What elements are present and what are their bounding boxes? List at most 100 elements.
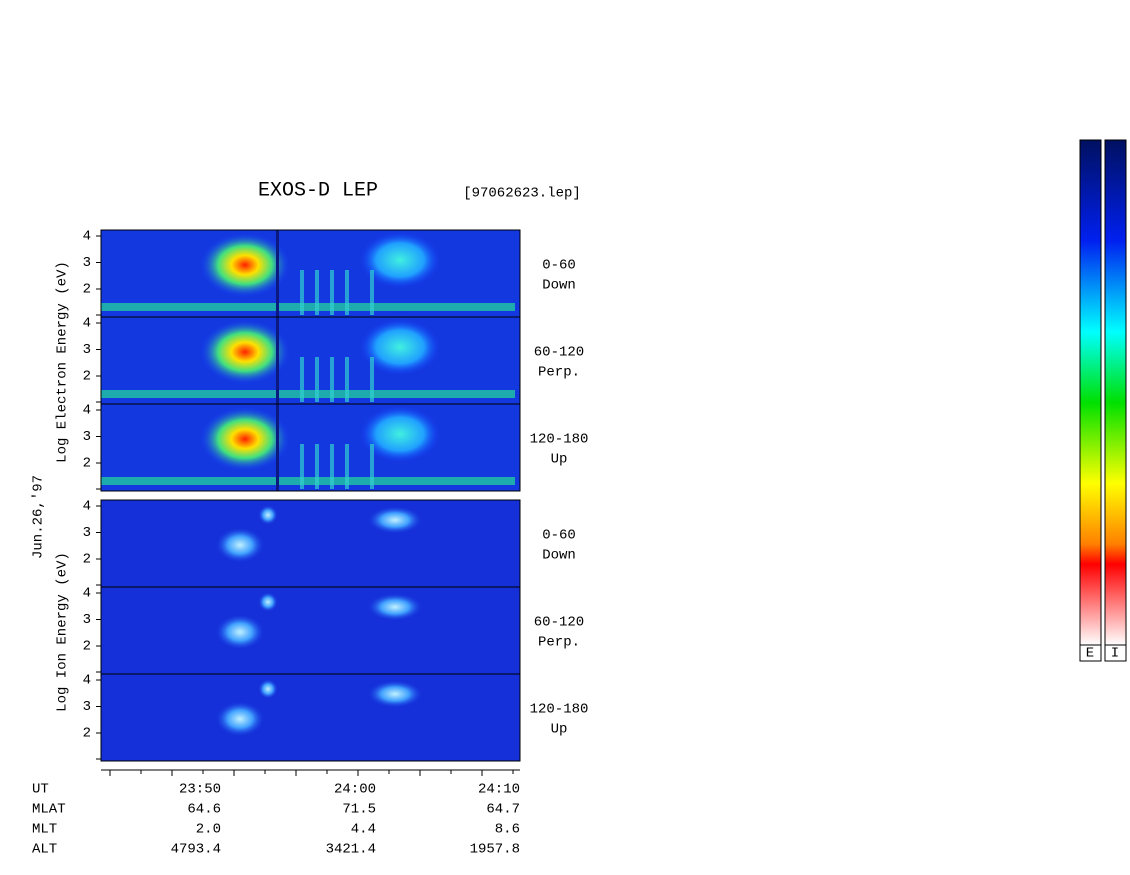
y-tick-label: 4 — [83, 499, 91, 515]
spectrogram-feature — [258, 592, 278, 612]
footer-label: MLAT — [32, 802, 66, 818]
y-tick-label: 4 — [83, 586, 91, 602]
spectrogram-streak — [330, 357, 334, 402]
spectrogram-feature — [367, 680, 423, 708]
spectrogram-feature — [360, 406, 440, 462]
file-name: [97062623.lep] — [463, 186, 581, 202]
footer-value: 4.4 — [351, 822, 376, 838]
panel-direction: Up — [551, 722, 568, 738]
footer-value: 24:00 — [334, 782, 376, 798]
date-label: Jun.26,'97 — [31, 475, 47, 559]
spectrogram — [101, 230, 520, 317]
footer-value: 24:10 — [478, 782, 520, 798]
spectrogram-band — [101, 390, 515, 398]
footer-label: UT — [32, 782, 49, 798]
spectrogram-feature — [200, 233, 290, 297]
spectrogram-streak — [300, 357, 304, 402]
spectrogram-feature — [360, 232, 440, 288]
colorbar-label: E — [1086, 646, 1094, 662]
spectrogram-streak — [330, 270, 334, 315]
spectrogram — [101, 674, 520, 761]
panel-angle: 120-180 — [530, 702, 589, 718]
footer-label: ALT — [32, 842, 57, 858]
spectrogram — [101, 404, 520, 491]
spectrogram-streak — [370, 270, 374, 315]
colorbar-label: I — [1111, 646, 1119, 662]
spectrogram-streak — [315, 270, 319, 315]
panel-angle: 0-60 — [542, 258, 576, 274]
y-tick-label: 3 — [83, 342, 91, 358]
spectrogram-streak — [315, 357, 319, 402]
y-tick-label: 2 — [83, 456, 91, 472]
spectrogram-band — [101, 303, 515, 311]
footer-value: 8.6 — [495, 822, 520, 838]
y-tick-label: 3 — [83, 612, 91, 628]
spectrogram-streak — [345, 357, 349, 402]
y-axis-label: Log Electron Energy (eV) — [55, 261, 71, 463]
y-tick-label: 4 — [83, 403, 91, 419]
footer-label: MLT — [32, 822, 57, 838]
y-tick-label: 2 — [83, 726, 91, 742]
footer-value: 4793.4 — [171, 842, 221, 858]
y-tick-label: 3 — [83, 255, 91, 271]
footer-value: 64.7 — [486, 802, 520, 818]
footer-value: 23:50 — [179, 782, 221, 798]
y-tick-label: 4 — [83, 673, 91, 689]
spectrogram — [101, 317, 520, 404]
footer-value: 64.6 — [187, 802, 221, 818]
footer-value: 1957.8 — [470, 842, 520, 858]
spectrogram — [101, 500, 520, 587]
colorbar-label-box — [1079, 644, 1102, 662]
panel-frame — [100, 673, 521, 762]
y-tick-label: 3 — [83, 525, 91, 541]
spectrogram-feature — [215, 614, 265, 650]
panel-angle: 60-120 — [534, 345, 584, 361]
spectrogram-feature — [215, 701, 265, 737]
spectrogram-streak — [370, 444, 374, 489]
y-tick-label: 3 — [83, 429, 91, 445]
spectrogram-streak — [315, 444, 319, 489]
spectrogram-edge — [276, 404, 279, 491]
spectrogram-feature — [258, 505, 278, 525]
panel-direction: Down — [542, 548, 576, 564]
spectrogram-feature — [200, 407, 290, 471]
spectrogram-feature — [367, 506, 423, 534]
colorbar-label-box — [1104, 644, 1127, 662]
y-axis-label: Log Ion Energy (eV) — [55, 552, 71, 712]
colorbar — [1079, 139, 1102, 646]
spectrogram-streak — [330, 444, 334, 489]
footer-value: 71.5 — [342, 802, 376, 818]
spectrogram-edge — [276, 230, 279, 317]
panel-direction: Up — [551, 452, 568, 468]
y-tick-label: 3 — [83, 699, 91, 715]
panel-direction: Perp. — [538, 365, 580, 381]
spectrogram-feature — [200, 320, 290, 384]
spectrogram-streak — [370, 357, 374, 402]
footer-value: 2.0 — [196, 822, 221, 838]
spectrogram-streak — [300, 444, 304, 489]
y-tick-label: 2 — [83, 282, 91, 298]
y-tick-label: 2 — [83, 552, 91, 568]
title: EXOS-D LEP — [258, 179, 378, 202]
panel-angle: 120-180 — [530, 432, 589, 448]
spectrogram-feature — [258, 679, 278, 699]
spectrogram-streak — [345, 270, 349, 315]
colorbar — [1104, 139, 1127, 646]
spectrogram-feature — [367, 593, 423, 621]
spectrogram-band — [101, 477, 515, 485]
y-tick-label: 4 — [83, 316, 91, 332]
panel-direction: Perp. — [538, 635, 580, 651]
panel-frame — [100, 403, 521, 492]
y-tick-label: 2 — [83, 639, 91, 655]
spectrogram-streak — [300, 270, 304, 315]
panel-angle: 0-60 — [542, 528, 576, 544]
y-tick-label: 4 — [83, 229, 91, 245]
y-tick-label: 2 — [83, 369, 91, 385]
spectrogram — [101, 587, 520, 674]
spectrogram-edge — [276, 317, 279, 404]
spectrogram-feature — [360, 319, 440, 375]
spectrogram-streak — [345, 444, 349, 489]
panel-angle: 60-120 — [534, 615, 584, 631]
spectrogram-feature — [215, 527, 265, 563]
